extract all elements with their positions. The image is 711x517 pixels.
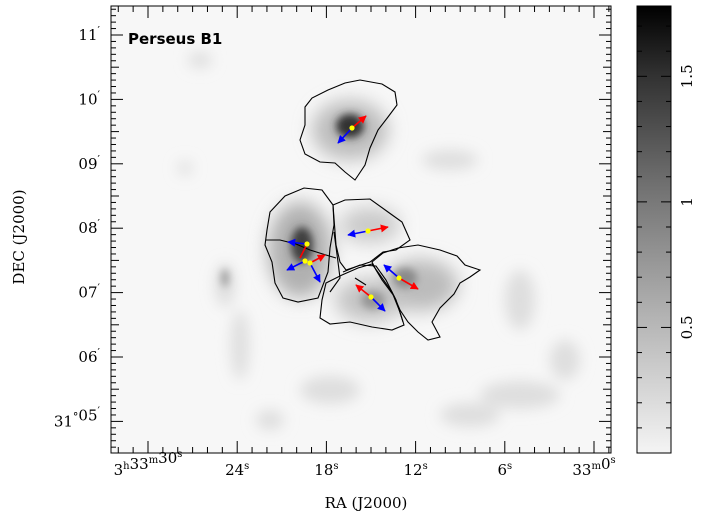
red-vector-south	[355, 284, 372, 298]
y-axis-title: DEC (J2000)	[10, 189, 28, 284]
dec-axis-tick-labels: 11′ 10′ 09′ 08′ 07′ 06′ 31°05′	[54, 24, 101, 430]
colorbar-tick-labels: 0.5 1 1.5	[678, 64, 696, 339]
contour-north-clump	[299, 79, 398, 181]
marker-west-c	[307, 260, 313, 266]
dec-tick-label: 10′	[78, 88, 100, 108]
dec-tick-label: 08′	[78, 217, 100, 237]
marker-north	[349, 125, 355, 131]
ra-axis-ticks	[117, 6, 610, 453]
red-vector-north	[351, 115, 367, 129]
ra-axis-tick-labels: 3h33m30s 24s 18s 12s 6s 33m0s	[114, 449, 616, 479]
plot-frame	[110, 5, 612, 454]
colorbar-ticks	[637, 25, 671, 429]
dec-tick-label: 09′	[78, 153, 100, 173]
red-vector-east	[398, 277, 419, 290]
x-axis-title: RA (J2000)	[325, 494, 408, 512]
red-vector-west-a	[299, 243, 308, 259]
colorbar-tick-label: 1	[678, 197, 696, 207]
blue-vector-middle	[347, 229, 369, 238]
marker-south	[368, 294, 374, 300]
polarization-vectors	[286, 115, 419, 312]
marker-west-a	[304, 241, 310, 247]
red-vector-west-b	[309, 254, 326, 264]
red-vector-middle	[367, 224, 389, 233]
ra-tick-label: 6s	[497, 461, 512, 479]
colorbar: 0.5 1 1.5	[636, 5, 696, 454]
colorbar-tick-label: 1.5	[678, 64, 696, 88]
ra-tick-label: 33m0s	[572, 455, 615, 479]
contour-west-clump	[264, 187, 335, 303]
ra-tick-label: 12s	[403, 461, 427, 479]
source-markers	[302, 125, 402, 300]
dec-tick-label: 06′	[78, 346, 100, 366]
dec-axis-ticks	[111, 8, 611, 448]
blue-vector-west-b	[286, 260, 306, 271]
marker-east	[396, 275, 402, 281]
marker-west-b	[302, 258, 308, 264]
blue-vector-east	[383, 264, 400, 279]
colorbar-gradient	[636, 5, 672, 454]
marker-middle	[365, 228, 371, 234]
ra-tick-label: 24s	[225, 461, 249, 479]
ra-tick-label: 3h33m30s	[114, 449, 183, 479]
blue-vector-south	[370, 296, 386, 312]
blue-vector-north	[337, 127, 353, 144]
blue-vector-west-a	[287, 238, 308, 247]
clump-contours	[264, 79, 482, 341]
ra-tick-label: 18s	[314, 461, 338, 479]
field-label: Perseus B1	[128, 30, 222, 48]
contour-south-inner	[342, 264, 404, 323]
blue-vector-west-c	[309, 262, 321, 283]
dec-tick-label: 07′	[78, 282, 100, 302]
faint-emission	[178, 52, 580, 430]
intensity-map	[111, 6, 611, 453]
dec-tick-label: 31°05′	[54, 404, 101, 430]
dec-tick-label: 11′	[78, 24, 100, 44]
contour-south-clump	[319, 263, 405, 331]
colorbar-tick-label: 0.5	[678, 316, 696, 340]
